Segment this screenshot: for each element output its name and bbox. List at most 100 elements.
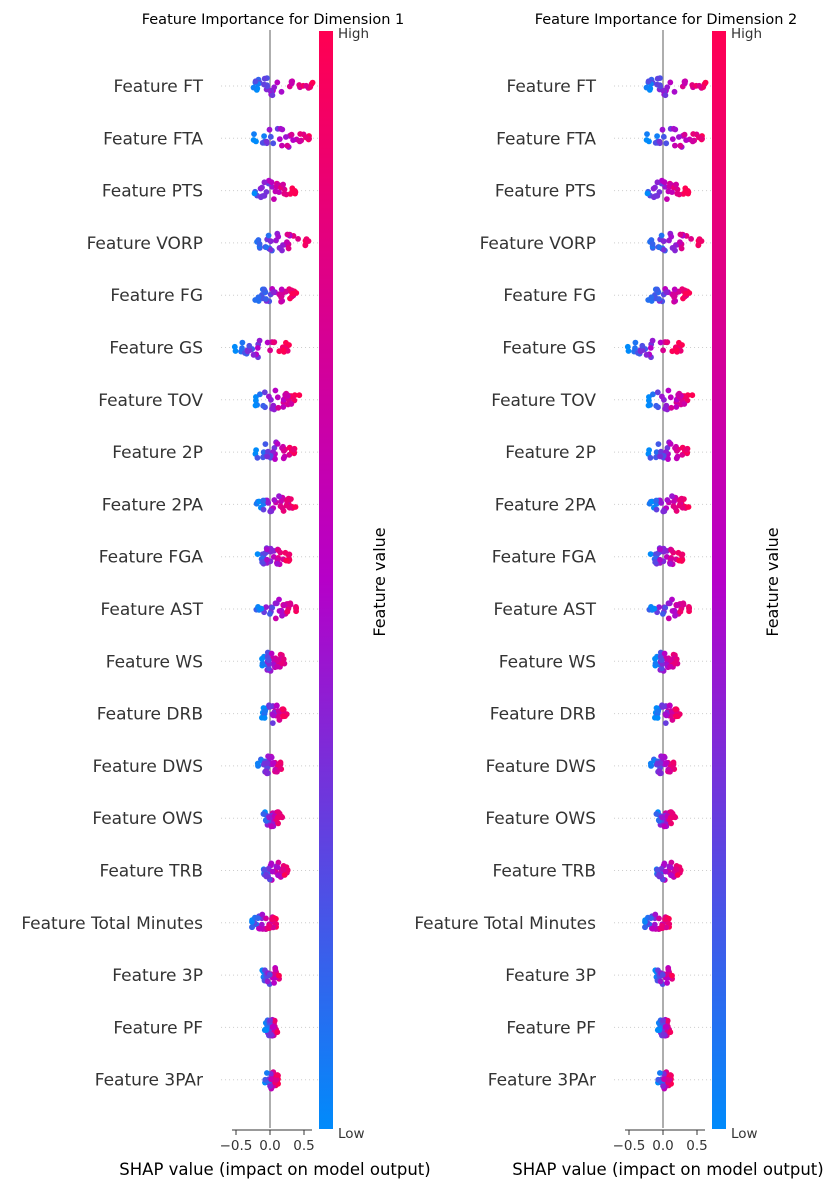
feature-label: Feature 2PA — [102, 495, 204, 515]
shap-point — [659, 971, 666, 978]
colorbar-low-label: Low — [731, 1126, 758, 1142]
shap-point — [268, 860, 275, 867]
shap-point — [667, 864, 674, 871]
shap-point — [672, 612, 678, 619]
shap-point — [268, 1076, 274, 1083]
shap-point — [677, 608, 684, 615]
shap-point — [266, 814, 273, 821]
shap-point — [254, 454, 261, 461]
shap-point — [648, 915, 654, 922]
shap-point — [654, 75, 661, 82]
shap-point — [309, 79, 316, 86]
shap-point — [647, 345, 654, 351]
shap-point — [262, 708, 268, 715]
shap-point — [676, 502, 683, 509]
shap-point — [290, 137, 296, 144]
shap-point — [663, 289, 670, 295]
shap-point — [664, 339, 670, 346]
shap-point — [657, 339, 664, 346]
shap-point — [257, 925, 263, 932]
shap-point — [266, 393, 272, 400]
shap-point — [277, 503, 284, 510]
shap-point — [269, 405, 275, 412]
feature-label: Feature WS — [106, 652, 203, 672]
x-tick-label: −0.5 — [220, 1138, 253, 1154]
shap-point — [654, 715, 661, 721]
shap-point — [655, 708, 661, 715]
shap-point — [261, 389, 268, 396]
shap-point — [650, 185, 657, 192]
shap-point — [643, 352, 650, 358]
shap-point — [646, 447, 652, 453]
shap-point — [265, 500, 272, 506]
shap-point — [281, 448, 287, 454]
shap-point — [283, 134, 289, 140]
shap-point — [279, 612, 285, 619]
shap-point — [644, 190, 651, 197]
x-tick-label: 0.0 — [652, 1138, 673, 1154]
x-tick-label: 0.5 — [293, 1138, 314, 1154]
shap-point — [672, 142, 678, 149]
shap-point — [274, 663, 280, 670]
shap-point — [689, 138, 696, 145]
shap-point — [266, 126, 273, 133]
shap-point — [652, 655, 658, 662]
shap-point — [263, 296, 269, 302]
shap-point — [667, 79, 674, 86]
feature-label: Feature TRB — [99, 862, 203, 882]
shap-point — [639, 347, 646, 354]
shap-point — [261, 75, 268, 82]
shap-point — [267, 703, 274, 710]
feature-label: Feature FTA — [496, 129, 596, 149]
shap-point — [667, 663, 673, 670]
shap-point — [662, 405, 668, 412]
shap-point — [254, 345, 261, 351]
feature-label: Feature 2PA — [495, 495, 597, 515]
shap-point — [680, 600, 687, 607]
shap-point — [275, 547, 282, 554]
feature-label: Feature GS — [502, 339, 596, 359]
shap-point — [263, 871, 269, 878]
shap-point — [653, 506, 660, 513]
x-axis-label: SHAP value (impact on model output) — [512, 1160, 823, 1179]
shap-point — [268, 508, 275, 515]
shap-point — [288, 78, 295, 85]
shap-point — [677, 231, 684, 238]
shap-point — [673, 347, 680, 353]
shap-point — [678, 245, 685, 252]
shap-point — [676, 134, 682, 140]
shap-point — [274, 814, 281, 821]
feature-label: Feature 3PAr — [488, 1071, 596, 1091]
shap-point — [277, 759, 284, 766]
shap-point — [271, 497, 278, 503]
shap-point — [263, 768, 270, 775]
shap-point — [258, 605, 265, 612]
shap-point — [260, 811, 267, 817]
shap-point — [673, 404, 680, 410]
shap-point — [251, 131, 257, 138]
shap-point — [286, 551, 293, 558]
shap-point — [656, 244, 662, 251]
feature-label: Feature VORP — [480, 234, 596, 254]
shap-point — [269, 92, 276, 99]
shap-point — [668, 872, 674, 879]
shap-point — [276, 136, 283, 143]
shap-point — [260, 497, 267, 504]
shap-point — [280, 866, 287, 873]
shap-point — [654, 867, 661, 873]
shap-point — [673, 455, 680, 462]
shap-point — [264, 978, 271, 985]
shap-point — [274, 1072, 281, 1078]
shap-point — [681, 131, 688, 138]
shap-point — [662, 916, 669, 923]
shap-point — [286, 342, 292, 348]
shap-point — [662, 92, 669, 99]
feature-label: Feature AST — [101, 600, 204, 620]
shap-point — [660, 703, 667, 710]
feature-label: Feature GS — [109, 339, 203, 359]
shap-point — [297, 131, 304, 137]
shap-point — [253, 447, 259, 453]
shap-point — [281, 602, 287, 609]
shap-point — [669, 493, 675, 500]
shap-point — [288, 131, 295, 138]
